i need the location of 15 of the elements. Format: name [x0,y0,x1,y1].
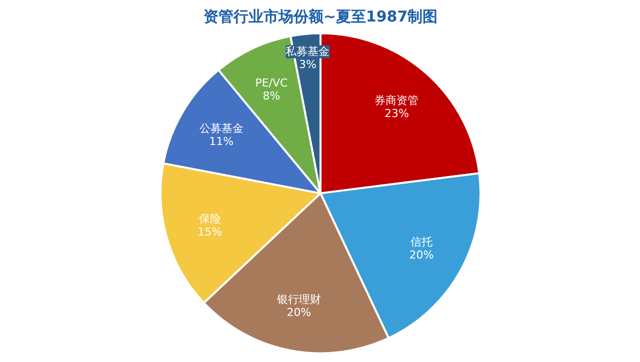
slice-label: 信托 [410,236,432,249]
data-label: 20% [286,306,312,320]
slice-label: 银行理财 [276,293,321,306]
data-label: 8% [262,89,280,102]
data-label: 20% [409,248,434,262]
data-label: 3% [298,58,316,72]
slice-label: 公募基金 [199,122,244,135]
slice-label: 券商资管 [374,94,419,108]
data-label: 23% [384,107,409,120]
slice-label: 私募基金 [286,45,330,58]
chart-title: 资管行业市场份额~夏至1987制图 [203,8,438,26]
data-label: 15% [198,225,222,238]
slice-label: 保险 [198,212,221,226]
slice-label: PE/VC [255,76,288,90]
data-label: 11% [209,134,234,148]
